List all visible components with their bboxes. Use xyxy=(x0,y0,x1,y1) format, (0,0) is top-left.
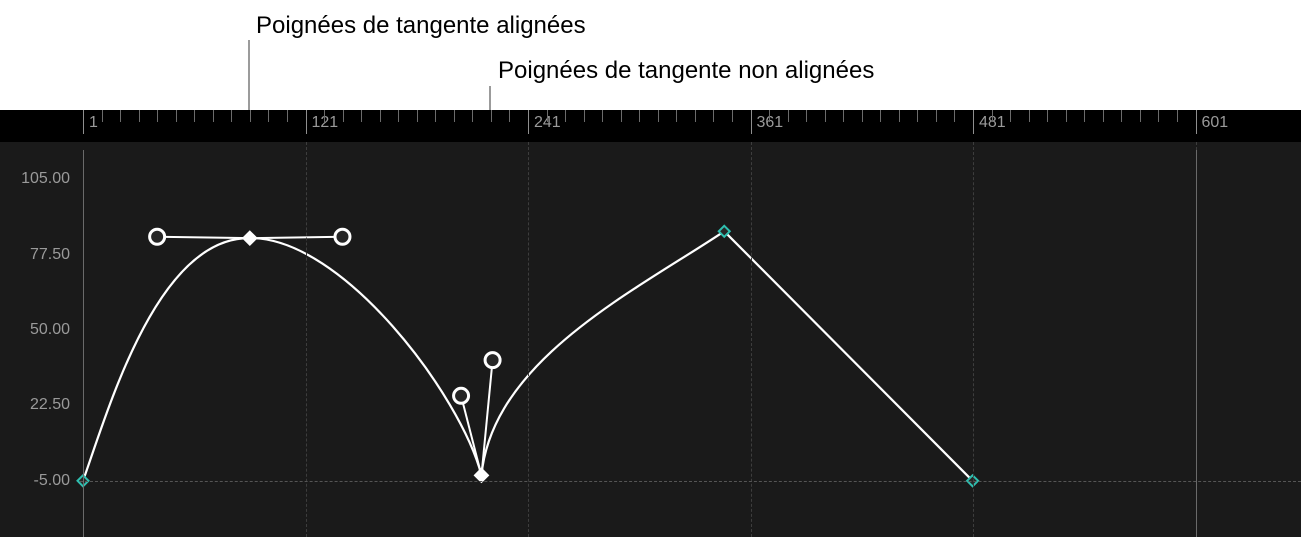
vertical-gridline xyxy=(751,142,752,537)
tangent-line-k2-out xyxy=(481,360,492,475)
callout-aligned-tangents: Poignées de tangente alignées xyxy=(256,12,586,40)
tangent-handle-k1-in[interactable] xyxy=(150,229,165,244)
tangent-line-k1-in xyxy=(157,237,250,238)
vertical-gridline xyxy=(973,142,974,537)
y-axis-label: 22.50 xyxy=(0,396,70,414)
tangent-handle-k2-out[interactable] xyxy=(485,353,500,368)
right-boundary-line xyxy=(1196,150,1197,537)
y-axis-label: 105.00 xyxy=(0,170,70,188)
callout-broken-tangents: Poignées de tangente non alignées xyxy=(498,57,874,85)
tangent-handle-k1-out[interactable] xyxy=(335,229,350,244)
tangent-line-k2-in xyxy=(461,396,481,476)
annotation-area: Poignées de tangente alignées Poignées d… xyxy=(0,0,1301,110)
keyframe-editor[interactable]: 1121241361481601 105.0077.5050.0022.50-5… xyxy=(0,110,1301,537)
left-boundary-line xyxy=(83,150,84,537)
curve-canvas[interactable] xyxy=(0,110,1301,537)
y-axis-label: 77.50 xyxy=(0,246,70,264)
vertical-gridline xyxy=(306,142,307,537)
y-axis-label: -5.00 xyxy=(0,472,70,490)
baseline xyxy=(80,481,1301,482)
tangent-line-k1-out xyxy=(250,237,343,238)
keyframe-k1[interactable] xyxy=(243,232,256,245)
tangent-handle-k2-in[interactable] xyxy=(454,388,469,403)
y-axis-label: 50.00 xyxy=(0,321,70,339)
vertical-gridline xyxy=(528,142,529,537)
